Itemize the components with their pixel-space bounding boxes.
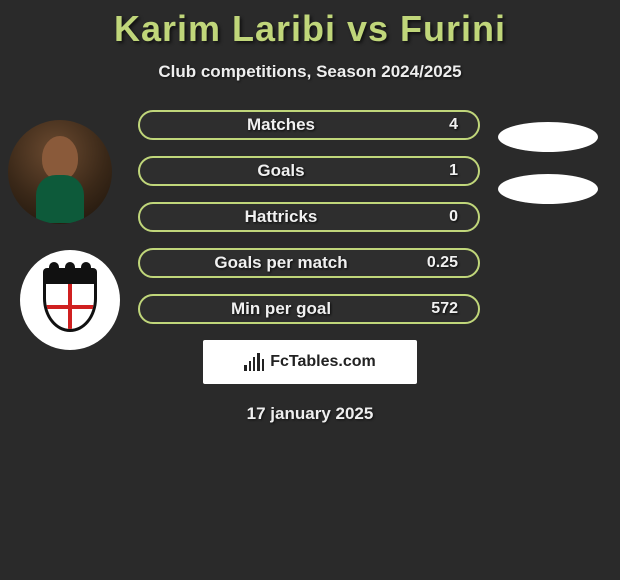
page-title: Karim Laribi vs Furini: [0, 0, 620, 50]
stat-row: Hattricks 0: [138, 202, 480, 232]
stat-row: Goals per match 0.25: [138, 248, 480, 278]
brand-badge[interactable]: FcTables.com: [203, 340, 417, 384]
stat-label: Matches: [140, 115, 422, 135]
club-badge-left: [20, 250, 120, 350]
stats-list: Matches 4 Goals 1 Hattricks 0 Goals per …: [138, 110, 480, 324]
stat-label: Hattricks: [140, 207, 422, 227]
stat-row: Matches 4: [138, 110, 480, 140]
right-placeholders: [498, 122, 598, 226]
player-avatar-left: [8, 120, 112, 224]
stat-value: 572: [422, 300, 458, 318]
stat-value: 0.25: [422, 254, 458, 272]
stat-value: 0: [422, 208, 458, 226]
stat-label: Goals: [140, 161, 422, 181]
stat-label: Min per goal: [140, 299, 422, 319]
brand-text: FcTables.com: [270, 353, 376, 371]
shield-icon: [43, 268, 97, 332]
content-area: Matches 4 Goals 1 Hattricks 0 Goals per …: [0, 110, 620, 324]
badge-placeholder-right: [498, 174, 598, 204]
date-text: 17 january 2025: [0, 404, 620, 424]
stat-row: Min per goal 572: [138, 294, 480, 324]
stat-label: Goals per match: [140, 253, 422, 273]
bar: [257, 353, 259, 371]
stat-row: Goals 1: [138, 156, 480, 186]
stat-value: 1: [422, 162, 458, 180]
bar: [262, 359, 264, 371]
stat-value: 4: [422, 116, 458, 134]
avatar-placeholder-right: [498, 122, 598, 152]
bar: [244, 365, 246, 371]
chart-bars-icon: [244, 353, 264, 371]
bar: [249, 361, 251, 371]
subtitle: Club competitions, Season 2024/2025: [0, 62, 620, 82]
bar: [253, 357, 255, 371]
